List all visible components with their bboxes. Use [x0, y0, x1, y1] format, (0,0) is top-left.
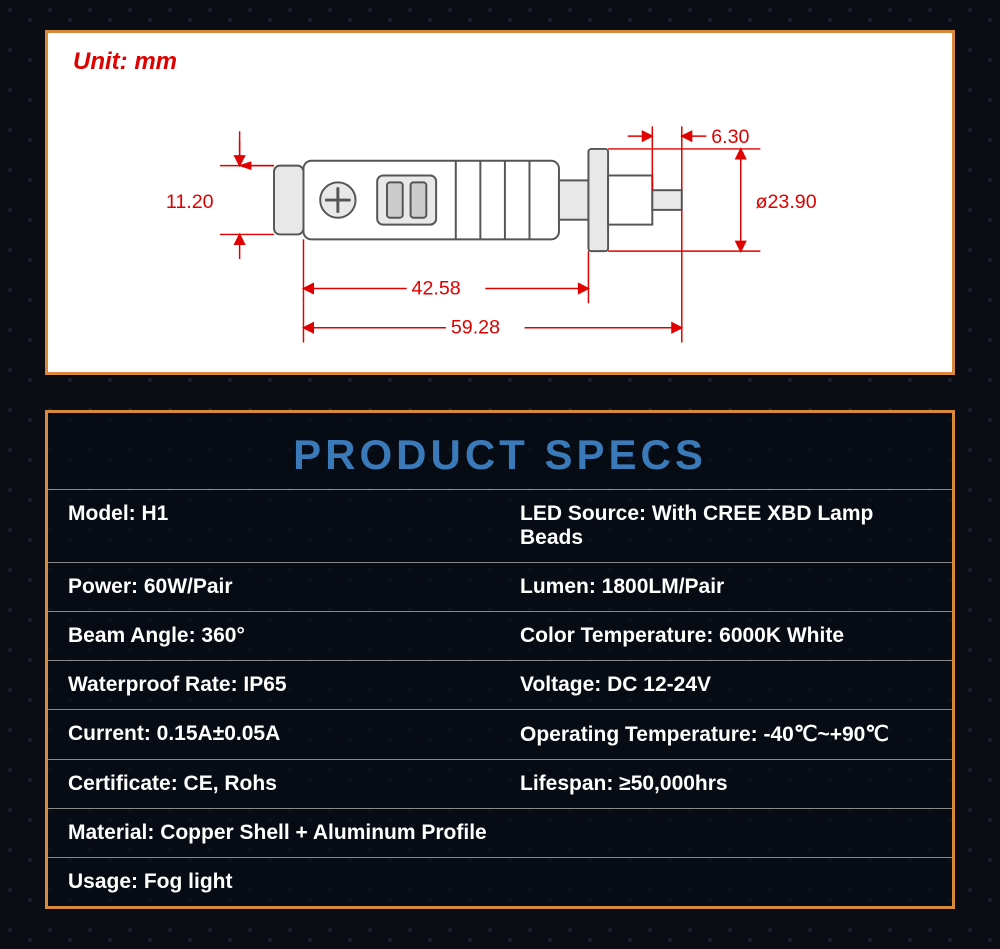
spec-lumen: Lumen: 1800LM/Pair: [500, 562, 952, 611]
spec-model: Model: H1: [48, 489, 500, 562]
spec-voltage: Voltage: DC 12-24V: [500, 660, 952, 709]
bulb-outline: [274, 149, 682, 251]
bulb-diagram: 11.20 6.30 ø23.90 42.58: [48, 33, 952, 372]
dim-label-23-90: ø23.90: [755, 191, 816, 213]
dim-11-20: [220, 131, 274, 259]
spec-certificate: Certificate: CE, Rohs: [48, 759, 500, 808]
spec-color-temp: Color Temperature: 6000K White: [500, 611, 952, 660]
spec-usage: Usage: Fog light: [48, 857, 952, 906]
spec-current: Current: 0.15A±0.05A: [48, 709, 500, 759]
spec-power: Power: 60W/Pair: [48, 562, 500, 611]
dimension-diagram-panel: Unit: mm: [45, 30, 955, 375]
specs-title: PRODUCT SPECS: [48, 413, 952, 489]
spec-lifespan: Lifespan: ≥50,000hrs: [500, 759, 952, 808]
spec-operating-temp: Operating Temperature: -40℃~+90℃: [500, 709, 952, 759]
product-specs-panel: PRODUCT SPECS Model: H1 LED Source: With…: [45, 410, 955, 909]
dim-label-6-30: 6.30: [711, 126, 749, 148]
spec-beam-angle: Beam Angle: 360°: [48, 611, 500, 660]
dim-label-59-28: 59.28: [451, 317, 500, 339]
spec-waterproof: Waterproof Rate: IP65: [48, 660, 500, 709]
dim-label-11-20: 11.20: [166, 191, 214, 213]
specs-grid: Model: H1 LED Source: With CREE XBD Lamp…: [48, 489, 952, 906]
spec-material: Material: Copper Shell + Aluminum Profil…: [48, 808, 952, 857]
spec-led-source: LED Source: With CREE XBD Lamp Beads: [500, 489, 952, 562]
dim-label-42-58: 42.58: [412, 277, 461, 299]
